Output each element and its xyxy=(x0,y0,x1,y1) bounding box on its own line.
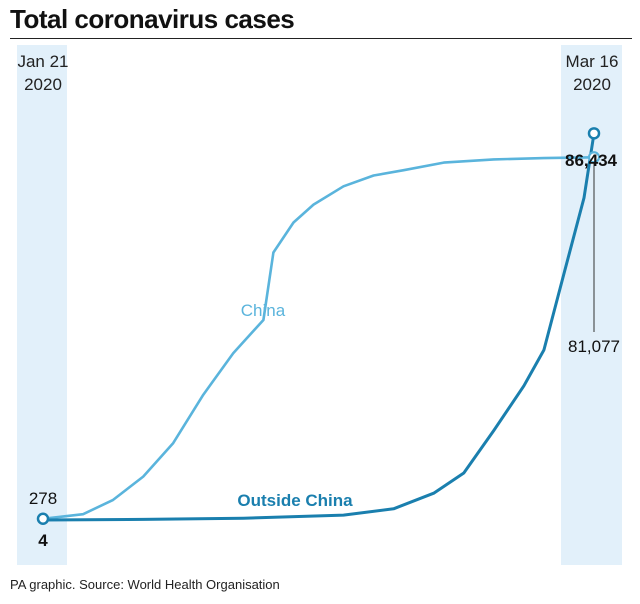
title-rule xyxy=(10,38,632,39)
series-start-marker xyxy=(36,512,50,526)
x-start-label-year: 2020 xyxy=(24,75,62,94)
series-line-outside-china xyxy=(41,131,596,522)
series-line-china xyxy=(41,156,596,521)
x-start-label-month: Jan 21 xyxy=(17,52,68,71)
outside-china-end-value-label: 86,434 xyxy=(565,151,618,170)
outside-china-end-marker xyxy=(587,127,601,140)
china-end-marker xyxy=(587,151,601,164)
series-label-china: China xyxy=(241,301,286,320)
start-date-band xyxy=(17,45,67,565)
china-start-value-label: 278 xyxy=(29,489,57,508)
series-label-outside-china: Outside China xyxy=(237,491,353,510)
end-date-band xyxy=(561,45,622,565)
x-end-label-year: 2020 xyxy=(573,75,611,94)
chart-title: Total coronavirus cases xyxy=(10,4,295,34)
china-end-value-label: 81,077 xyxy=(568,337,620,356)
chart-marks: China Outside China 278 4 86,434 81,077 xyxy=(29,127,620,550)
outside-china-start-value-label: 4 xyxy=(38,531,48,550)
x-end-label-month: Mar 16 xyxy=(566,52,619,71)
source-note: PA graphic. Source: World Health Organis… xyxy=(10,577,280,592)
